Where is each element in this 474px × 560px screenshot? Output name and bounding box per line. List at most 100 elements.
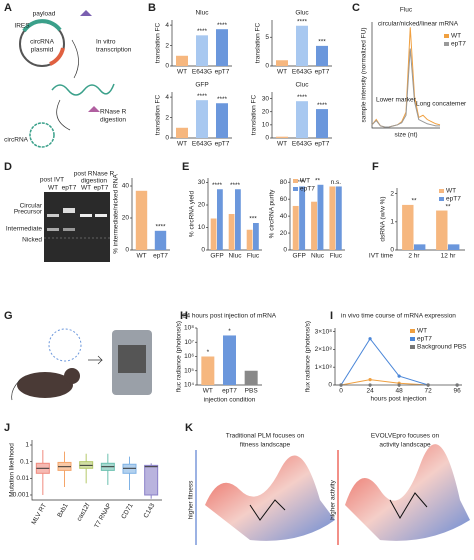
- bar: [414, 244, 426, 250]
- x-tick-label: epT7: [315, 69, 330, 76]
- diagram-label: In vitro: [96, 39, 116, 46]
- significance-label: **: [445, 203, 451, 210]
- y-tick-label: 3×10⁸: [315, 328, 333, 335]
- x-axis-label: size (nt): [394, 132, 417, 139]
- point: [426, 383, 430, 387]
- legend-label: epT7: [417, 336, 432, 343]
- x-tick-label: WT: [177, 141, 187, 148]
- x-tick-label: E643G: [292, 69, 312, 76]
- diagram-label: Intermediate: [6, 226, 43, 233]
- x-tick-label: T7 RNAP: [93, 502, 113, 529]
- x-tick-label: 72: [425, 388, 433, 395]
- legend-label: WT: [451, 33, 461, 40]
- y-tick-label: 10⁷: [184, 339, 194, 346]
- y-axis-label: fluc radiance (photons/s): [176, 321, 183, 392]
- y-tick-label: 1: [390, 219, 394, 226]
- diagram-label: Precursor: [14, 209, 43, 216]
- bar: [176, 127, 188, 138]
- x-tick-label: GFP: [292, 253, 305, 260]
- diagram-label: Circular: [20, 203, 43, 210]
- panel-letter: F: [372, 161, 379, 173]
- y-tick-label: 80: [280, 179, 288, 186]
- y-tick-label: 30: [198, 179, 206, 186]
- legend-label: WT: [417, 328, 427, 335]
- significance-label: ****: [294, 179, 305, 186]
- x-tick-label: WT: [277, 141, 287, 148]
- diagram-label: fitness landscape: [240, 442, 291, 449]
- bar: [335, 186, 342, 250]
- x-tick-label: WT: [136, 253, 146, 260]
- x-axis-label: IVT time: [369, 253, 393, 260]
- bar: [216, 29, 228, 66]
- x-axis-label: injection condition: [204, 397, 256, 404]
- y-axis-label: sample intensity (normalized FU): [361, 27, 368, 122]
- bar: [223, 335, 236, 385]
- bar: [217, 189, 223, 250]
- panel-letter: H: [180, 310, 188, 322]
- legend-label: WT: [300, 178, 310, 185]
- significance-label: ****: [230, 182, 241, 189]
- y-tick-label: 0: [125, 247, 129, 254]
- x-tick-label: Nluc: [228, 253, 242, 260]
- diagram-label: activity landscape: [379, 442, 431, 449]
- y-tick-label: 0: [265, 63, 269, 70]
- bar: [299, 186, 306, 250]
- bar: [201, 356, 215, 385]
- box: [144, 464, 159, 496]
- bar: [402, 204, 414, 250]
- legend-swatch: [439, 189, 444, 193]
- y-tick-label: 10⁴: [184, 382, 194, 389]
- significance-label: ****: [217, 22, 228, 29]
- chart-title: GFP: [195, 82, 208, 89]
- diagram-label: transcription: [96, 47, 132, 54]
- significance-label: ****: [197, 93, 208, 100]
- y-tick-label: 60: [280, 196, 288, 203]
- y-tick-label: 10⁸: [184, 325, 194, 332]
- y-axis-label: % circRNA yield: [189, 190, 196, 237]
- point: [455, 383, 459, 387]
- x-tick-label: 0: [339, 388, 343, 395]
- x-tick-label: E643G: [192, 141, 212, 148]
- bar: [448, 244, 460, 250]
- x-tick-label: WT: [277, 69, 287, 76]
- panel-letter: A: [4, 2, 12, 14]
- bar: [246, 229, 253, 250]
- x-tick-label: Fluc: [330, 253, 343, 260]
- significance-label: ****: [197, 28, 208, 35]
- bar: [244, 370, 258, 385]
- significance-label: ****: [217, 96, 228, 103]
- diagram-label: Nicked: [22, 237, 42, 244]
- bar: [329, 186, 336, 250]
- diagram-label: EVOLVEpro focuses on: [371, 433, 440, 440]
- y-tick-label: 0.1: [20, 458, 29, 465]
- diagram-label: WT: [48, 185, 58, 192]
- chart-title: Gluc: [295, 10, 309, 17]
- y-tick-label: 4: [165, 22, 169, 29]
- bar: [235, 189, 241, 250]
- annotation: circular/nicked/linear mRNA: [378, 21, 459, 28]
- legend-label: epT7: [300, 186, 315, 193]
- significance-label: ***: [249, 216, 257, 223]
- y-tick-label: 0: [165, 135, 169, 142]
- y-tick-label: 30: [262, 95, 270, 102]
- legend-label: Background PBS: [417, 344, 467, 351]
- y-tick-label: 0: [201, 247, 205, 254]
- significance-label: ***: [318, 39, 326, 46]
- y-axis-label: translation FC: [255, 22, 262, 63]
- diagram-label: circRNA: [4, 137, 28, 144]
- x-axis-label: hours post injection: [370, 396, 426, 403]
- x-tick-label: 12 hr: [441, 253, 457, 260]
- chart-title: in vivo time course of mRNA expression: [341, 313, 456, 320]
- bar: [253, 223, 259, 250]
- x-tick-label: PBS: [245, 388, 259, 395]
- y-tick-label: 20: [198, 202, 206, 209]
- legend-swatch: [293, 187, 298, 191]
- x-tick-label: CD71: [120, 502, 135, 520]
- point: [397, 374, 401, 378]
- significance-label: **: [411, 198, 417, 205]
- bar: [317, 184, 324, 250]
- legend-swatch: [293, 179, 298, 183]
- panel-letter: I: [330, 310, 333, 322]
- y-axis-label: dsRNA (w/w %): [380, 196, 387, 241]
